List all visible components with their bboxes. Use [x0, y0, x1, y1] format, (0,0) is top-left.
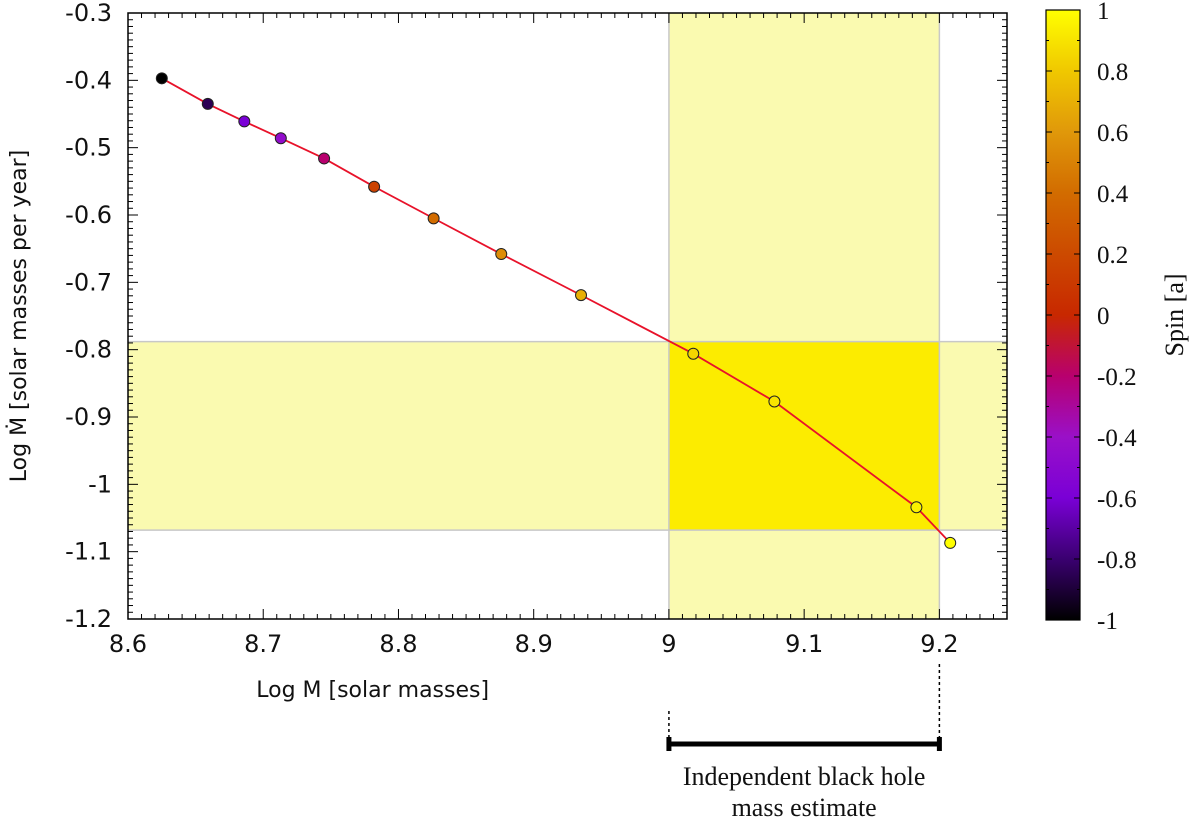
data-point	[155, 72, 168, 85]
colorbar-tick-label: 0.2	[1097, 242, 1128, 269]
overlap-region	[668, 341, 940, 531]
y-tick-label: -0.7	[65, 268, 112, 296]
y-tick-label: -0.6	[65, 201, 112, 229]
x-axis: 8.6 8.7 8.8 8.9 9 9.1 9.2	[109, 13, 1008, 658]
colorbar-tick-label: -0.4	[1097, 425, 1137, 452]
x-tick-label: 8.7	[244, 630, 282, 658]
y-axis-title: Log Ṁ [solar masses per year]	[6, 150, 32, 482]
data-point	[238, 115, 251, 128]
data-point	[910, 501, 923, 514]
x-tick-label: 9.2	[920, 630, 958, 658]
y-tick-label: -1.1	[65, 538, 112, 566]
x-tick-label: 8.8	[379, 630, 417, 658]
x-tick-label: 8.6	[109, 630, 147, 658]
x-tick-label: 8.9	[515, 630, 553, 658]
highlight-bands	[128, 13, 1007, 619]
y-tick-label: -1.2	[65, 605, 112, 633]
data-point	[368, 180, 381, 193]
colorbar-tick-label: -0.2	[1097, 364, 1137, 391]
y-tick-label: -1	[88, 470, 112, 498]
colorbar: -1 -0.8 -0.6 -0.4 -0.2 0 0.2 0.4 0.6 0.8 1	[1045, 0, 1137, 635]
data-point	[427, 212, 440, 225]
data-series	[155, 72, 957, 549]
data-point	[201, 97, 214, 110]
annotation-line-1: Independent black hole	[683, 762, 926, 791]
annotation-line-2: mass estimate	[732, 793, 877, 821]
x-tick-label: 9	[661, 630, 676, 658]
colorbar-tick-label: 0.8	[1097, 59, 1128, 86]
y-tick-label: -0.8	[65, 336, 112, 364]
data-point	[575, 289, 588, 302]
x-axis-title: Log M [solar masses]	[256, 678, 489, 703]
data-point	[768, 395, 781, 408]
colorbar-tick-label: 0	[1097, 303, 1110, 330]
data-point	[495, 248, 508, 261]
y-tick-label: -0.4	[65, 66, 112, 94]
y-axis: -1.2 -1.1 -1 -0.9 -0.8 -0.7 -0.6 -0.5 -0.4 -0.3	[65, 0, 1007, 633]
colorbar-tick-label: -1	[1097, 608, 1118, 635]
colorbar-tick-label: -0.8	[1097, 547, 1137, 574]
colorbar-title: Spin [a]	[1160, 273, 1189, 356]
colorbar-tick-label: 0.6	[1097, 120, 1128, 147]
data-point	[274, 132, 287, 145]
x-tick-label: 9.1	[785, 630, 823, 658]
colorbar-tick-label: 0.4	[1097, 181, 1129, 208]
data-point	[944, 536, 957, 549]
y-tick-label: -0.3	[65, 0, 112, 27]
mass-estimate-annotation	[666, 664, 942, 751]
data-point	[687, 347, 700, 360]
colorbar-tick-label: 1	[1097, 0, 1110, 25]
y-tick-label: -0.5	[65, 134, 112, 162]
y-tick-label: -0.9	[65, 403, 112, 431]
colorbar-tick-label: -0.6	[1097, 486, 1137, 513]
data-point	[318, 152, 331, 165]
